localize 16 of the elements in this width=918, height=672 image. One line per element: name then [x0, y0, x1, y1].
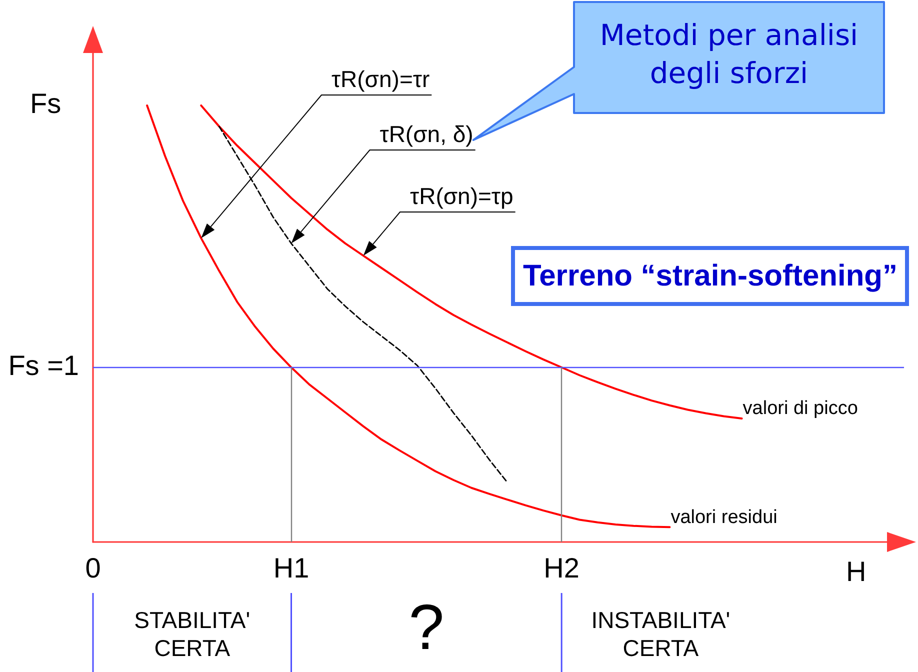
text: STABILITA' CERTA: [134, 606, 250, 662]
text: ?: [408, 591, 444, 663]
text: τR(σn)=τr: [331, 66, 430, 92]
annotation: τR(σn, δ): [380, 121, 474, 148]
text: INSTABILITA' CERTA: [591, 606, 730, 662]
series-label: valori di picco: [742, 398, 858, 420]
text: Terreno “strain-softening”: [523, 260, 898, 292]
x-tick-label: 0: [85, 552, 101, 584]
y-axis-title: Fs: [30, 88, 62, 120]
text: Metodi per analisi degli sforzi: [598, 17, 860, 92]
x-tick-label: H2: [544, 552, 580, 584]
annotation: τR(σn)=τp: [410, 183, 514, 210]
x-tick-label: H1: [273, 552, 310, 584]
series-label: valori residui: [670, 507, 778, 529]
text: Fs =1: [8, 350, 79, 383]
x-axis-title: H: [846, 556, 866, 588]
